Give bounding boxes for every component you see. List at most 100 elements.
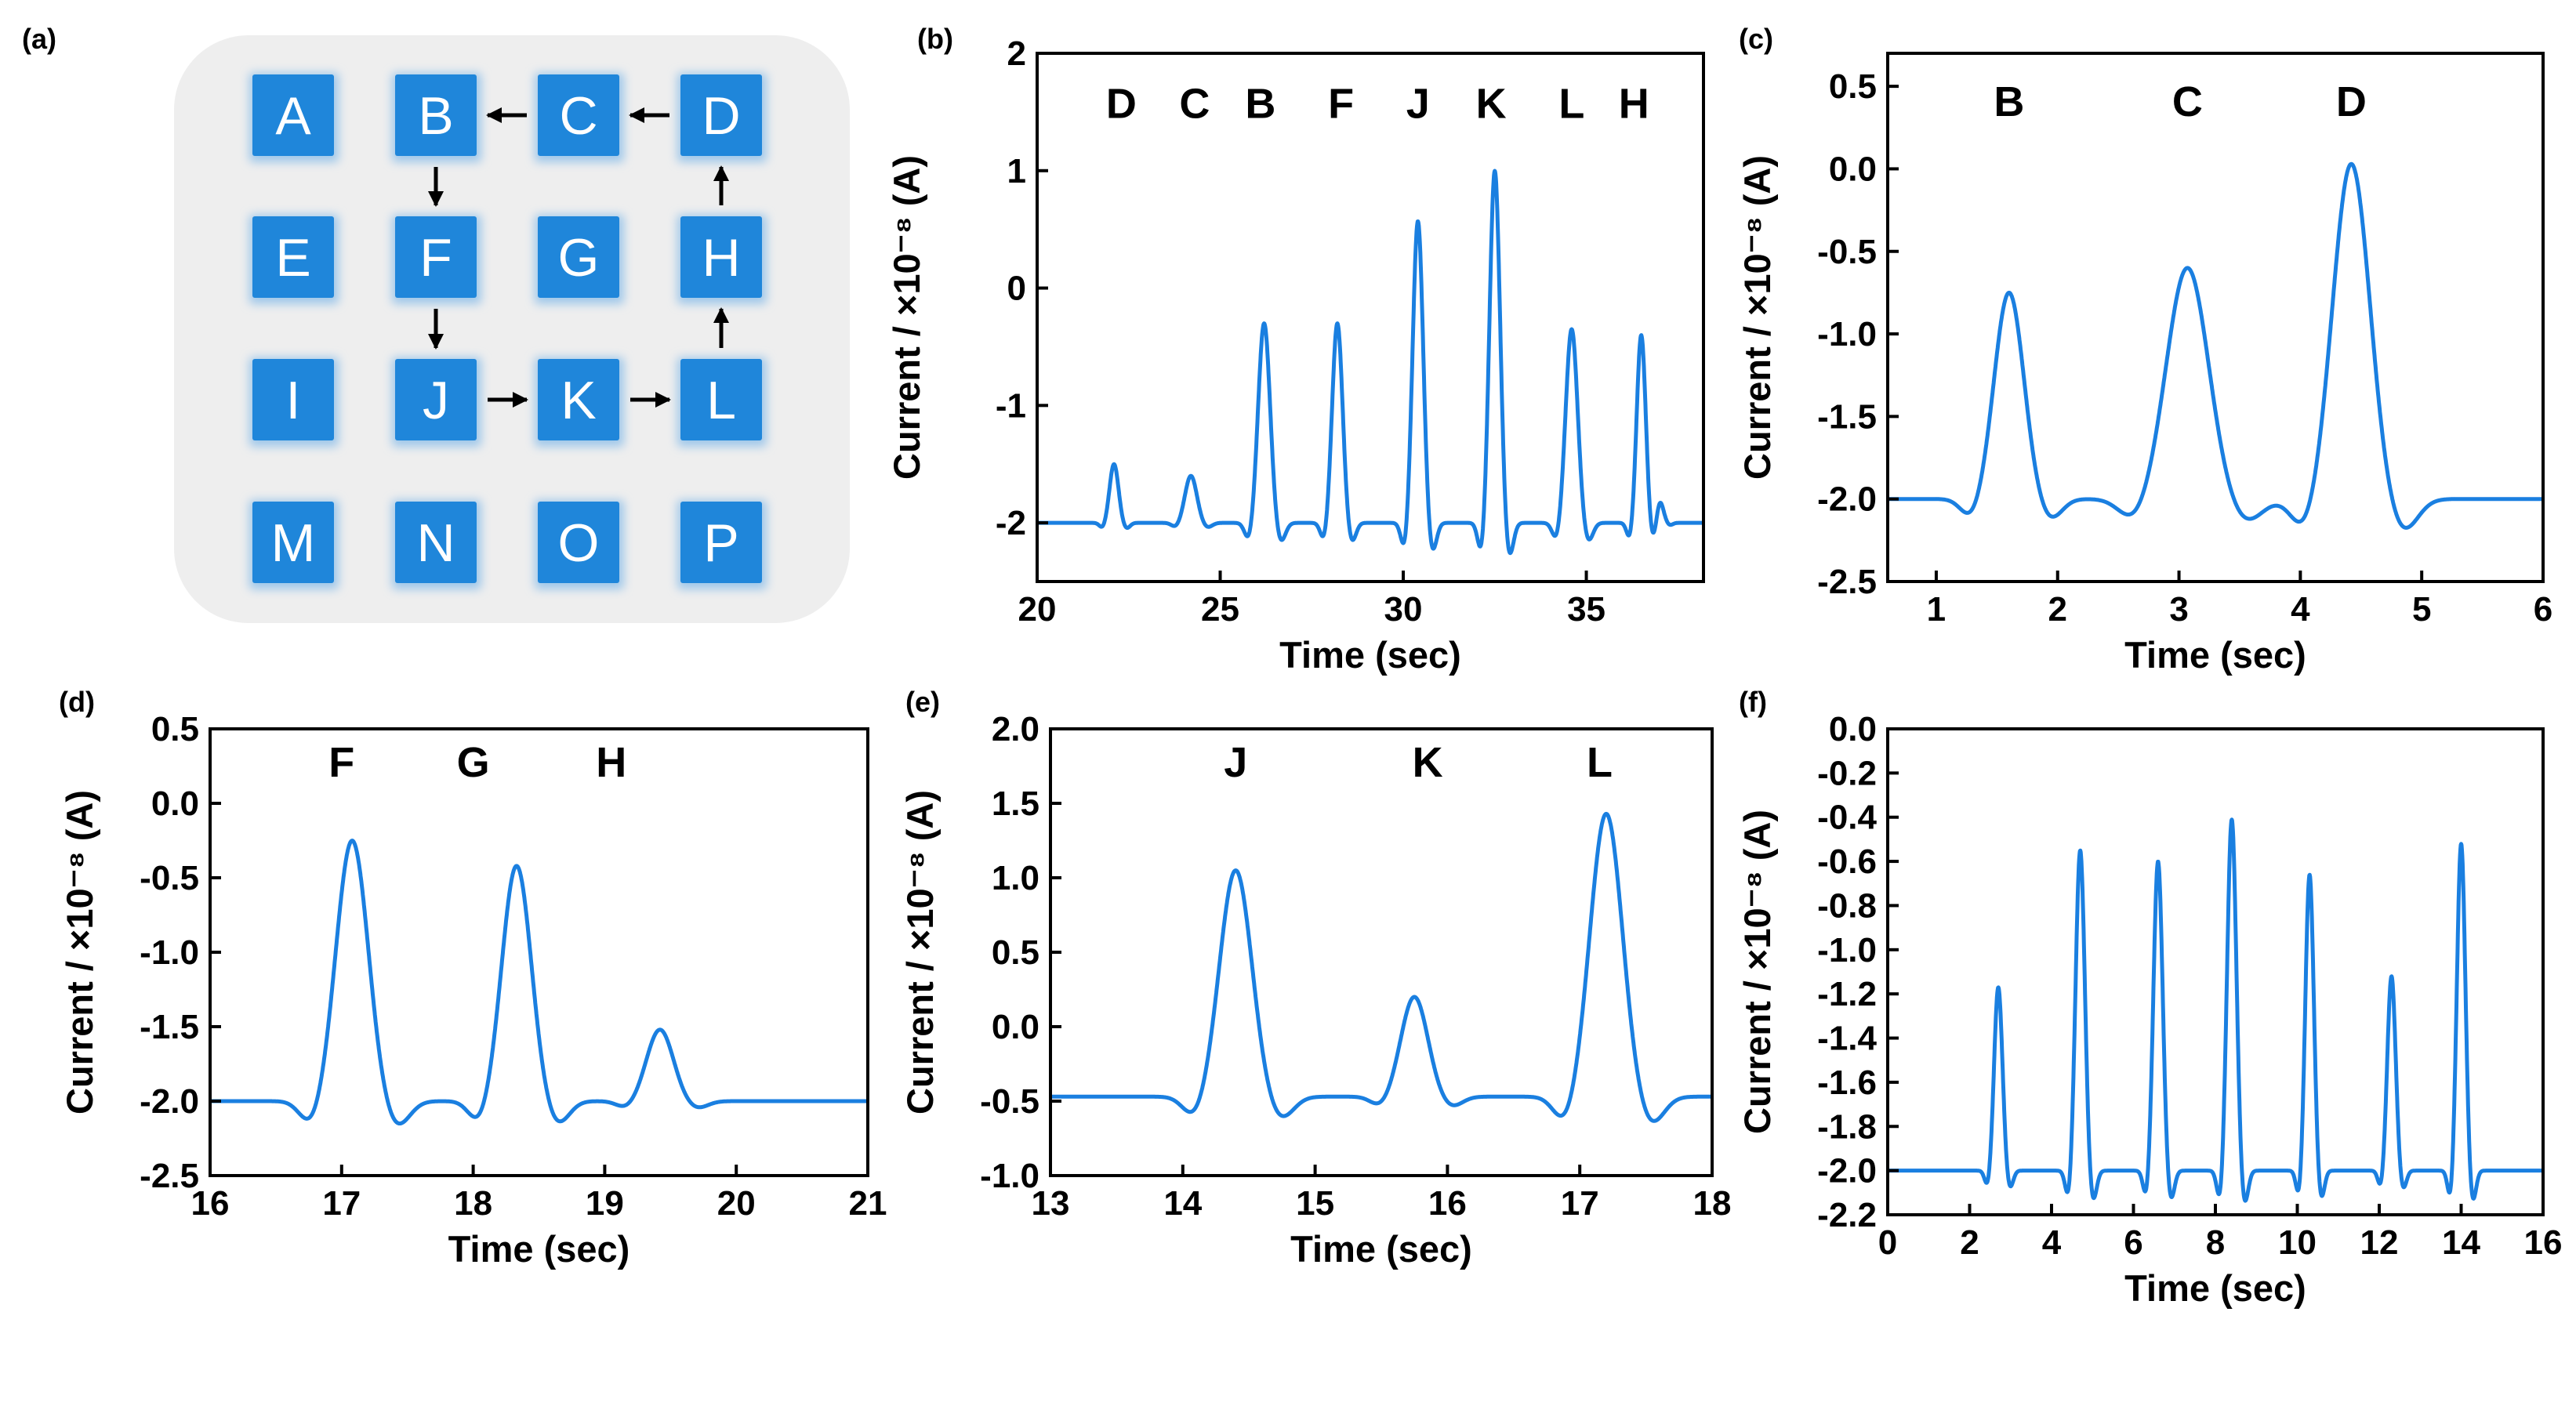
peak-annotation: L xyxy=(1587,739,1613,786)
x-axis-title: Time (sec) xyxy=(448,1228,630,1270)
y-tick-label: 1.0 xyxy=(992,859,1039,897)
x-axis-title: Time (sec) xyxy=(1279,634,1461,676)
y-tick-label: -2.0 xyxy=(140,1082,199,1121)
panel-label: (b) xyxy=(917,23,953,55)
y-tick-label: 2.0 xyxy=(992,710,1039,748)
y-tick-label: -1.8 xyxy=(1817,1107,1877,1146)
key-g: G xyxy=(535,215,624,304)
y-tick-label: -2.0 xyxy=(1817,1152,1877,1190)
x-tick-label: 18 xyxy=(1693,1184,1732,1223)
y-axis-title: Current / ×10⁻⁸ (A) xyxy=(1736,810,1778,1134)
y-tick-label: 0.5 xyxy=(151,710,199,748)
key-square xyxy=(680,74,762,156)
y-tick-label: -1.2 xyxy=(1817,975,1877,1013)
y-tick-label: -2 xyxy=(996,504,1026,542)
key-c: C xyxy=(535,73,624,162)
y-tick-label: 0 xyxy=(1007,270,1026,308)
x-tick-label: 14 xyxy=(1163,1184,1202,1223)
chart-e: (e) 13 14 15 16 17 18 -1.0 -0.5 0.0 0.5 1.0 1.5 2.0 Ti… xyxy=(899,686,1731,1270)
x-tick-label: 2 xyxy=(2048,590,2066,629)
y-tick-label: -2.5 xyxy=(140,1157,199,1195)
x-axis-title: Time (sec) xyxy=(2124,1267,2306,1309)
key-square xyxy=(538,216,619,298)
key-label: K xyxy=(561,371,596,430)
key-label: O xyxy=(558,513,600,573)
key-square xyxy=(538,359,619,440)
key-m: M xyxy=(249,500,339,589)
key-o: O xyxy=(535,500,624,589)
peak-annotation: F xyxy=(1328,80,1354,127)
x-tick-label: 8 xyxy=(2206,1223,2225,1262)
series-line xyxy=(1886,817,2545,1203)
x-tick-label: 6 xyxy=(2534,590,2552,629)
y-tick-label: 1 xyxy=(1007,152,1026,190)
key-label: G xyxy=(558,228,600,288)
x-axis-title: Time (sec) xyxy=(2124,634,2306,676)
key-label: P xyxy=(703,513,738,573)
plot-frame xyxy=(1036,52,1705,583)
key-label: C xyxy=(559,86,597,146)
peak-annotation: L xyxy=(1558,80,1584,127)
y-tick-label: -0.8 xyxy=(1817,886,1877,925)
y-tick-label: -1.0 xyxy=(1817,315,1877,353)
x-tick-label: 35 xyxy=(1567,590,1605,629)
y-tick-label: -1.0 xyxy=(140,933,199,972)
key-k: K xyxy=(535,357,624,447)
key-square xyxy=(252,216,334,298)
x-tick-label: 1 xyxy=(1927,590,1946,629)
x-tick-label: 20 xyxy=(1018,590,1057,629)
peak-annotation: K xyxy=(1476,80,1507,127)
y-tick-label: -2.5 xyxy=(1817,563,1877,601)
key-label: A xyxy=(275,86,311,146)
key-label: L xyxy=(706,371,736,430)
y-tick-label: 1.5 xyxy=(992,785,1039,823)
series-line xyxy=(1886,161,2545,530)
key-square xyxy=(252,74,334,156)
panel-a: (a) A B C D E F G H I J K L M N O P xyxy=(22,23,850,623)
chart-b: (b) 20 25 30 35 -2 -1 0 1 2 Time (sec) Current / ×1… xyxy=(886,23,1705,676)
key-h: H xyxy=(677,215,767,304)
panel-label: (c) xyxy=(1739,23,1773,55)
peak-annotation: D xyxy=(1106,80,1137,127)
chart-d: (d) 16 17 18 19 20 21 -2.5 -2.0 -1.5 -1.0 -0.5 0.0 0.… xyxy=(59,686,887,1270)
x-tick-label: 12 xyxy=(2360,1223,2399,1262)
key-label: J xyxy=(423,371,449,430)
key-p: P xyxy=(677,500,767,589)
y-tick-label: -1 xyxy=(996,386,1026,425)
series-line xyxy=(209,839,869,1125)
y-tick-label: -1.6 xyxy=(1817,1064,1877,1102)
key-square xyxy=(395,502,477,583)
peak-annotation: B xyxy=(1245,80,1275,127)
key-label: E xyxy=(275,228,310,288)
plot-frame xyxy=(1886,52,2545,583)
key-square xyxy=(252,502,334,583)
y-tick-label: 0.0 xyxy=(992,1008,1039,1046)
panel-label: (f) xyxy=(1739,686,1767,718)
x-tick-label: 17 xyxy=(1561,1184,1599,1223)
x-tick-label: 2 xyxy=(1960,1223,1979,1262)
y-tick-label: -1.4 xyxy=(1817,1020,1877,1058)
y-tick-label: -0.5 xyxy=(1817,233,1877,271)
x-tick-label: 30 xyxy=(1384,590,1423,629)
x-tick-label: 5 xyxy=(2412,590,2431,629)
peak-annotation: C xyxy=(1179,80,1210,127)
key-square xyxy=(680,502,762,583)
y-tick-label: -1.5 xyxy=(140,1008,199,1046)
key-square xyxy=(538,502,619,583)
peak-annotation: F xyxy=(328,739,354,786)
x-tick-label: 0 xyxy=(1878,1223,1897,1262)
keypad-background xyxy=(174,35,850,623)
key-l: L xyxy=(677,357,767,447)
key-j: J xyxy=(392,357,481,447)
y-axis-title: Current / ×10⁻⁸ (A) xyxy=(899,790,941,1114)
y-tick-label: -0.5 xyxy=(140,859,199,897)
x-tick-label: 6 xyxy=(2124,1223,2142,1262)
y-tick-label: -0.6 xyxy=(1817,843,1877,881)
key-b: B xyxy=(392,73,481,162)
key-n: N xyxy=(392,500,481,589)
x-tick-label: 18 xyxy=(454,1184,492,1223)
key-square xyxy=(680,216,762,298)
peak-annotation: H xyxy=(596,739,626,786)
key-label: M xyxy=(271,513,316,573)
